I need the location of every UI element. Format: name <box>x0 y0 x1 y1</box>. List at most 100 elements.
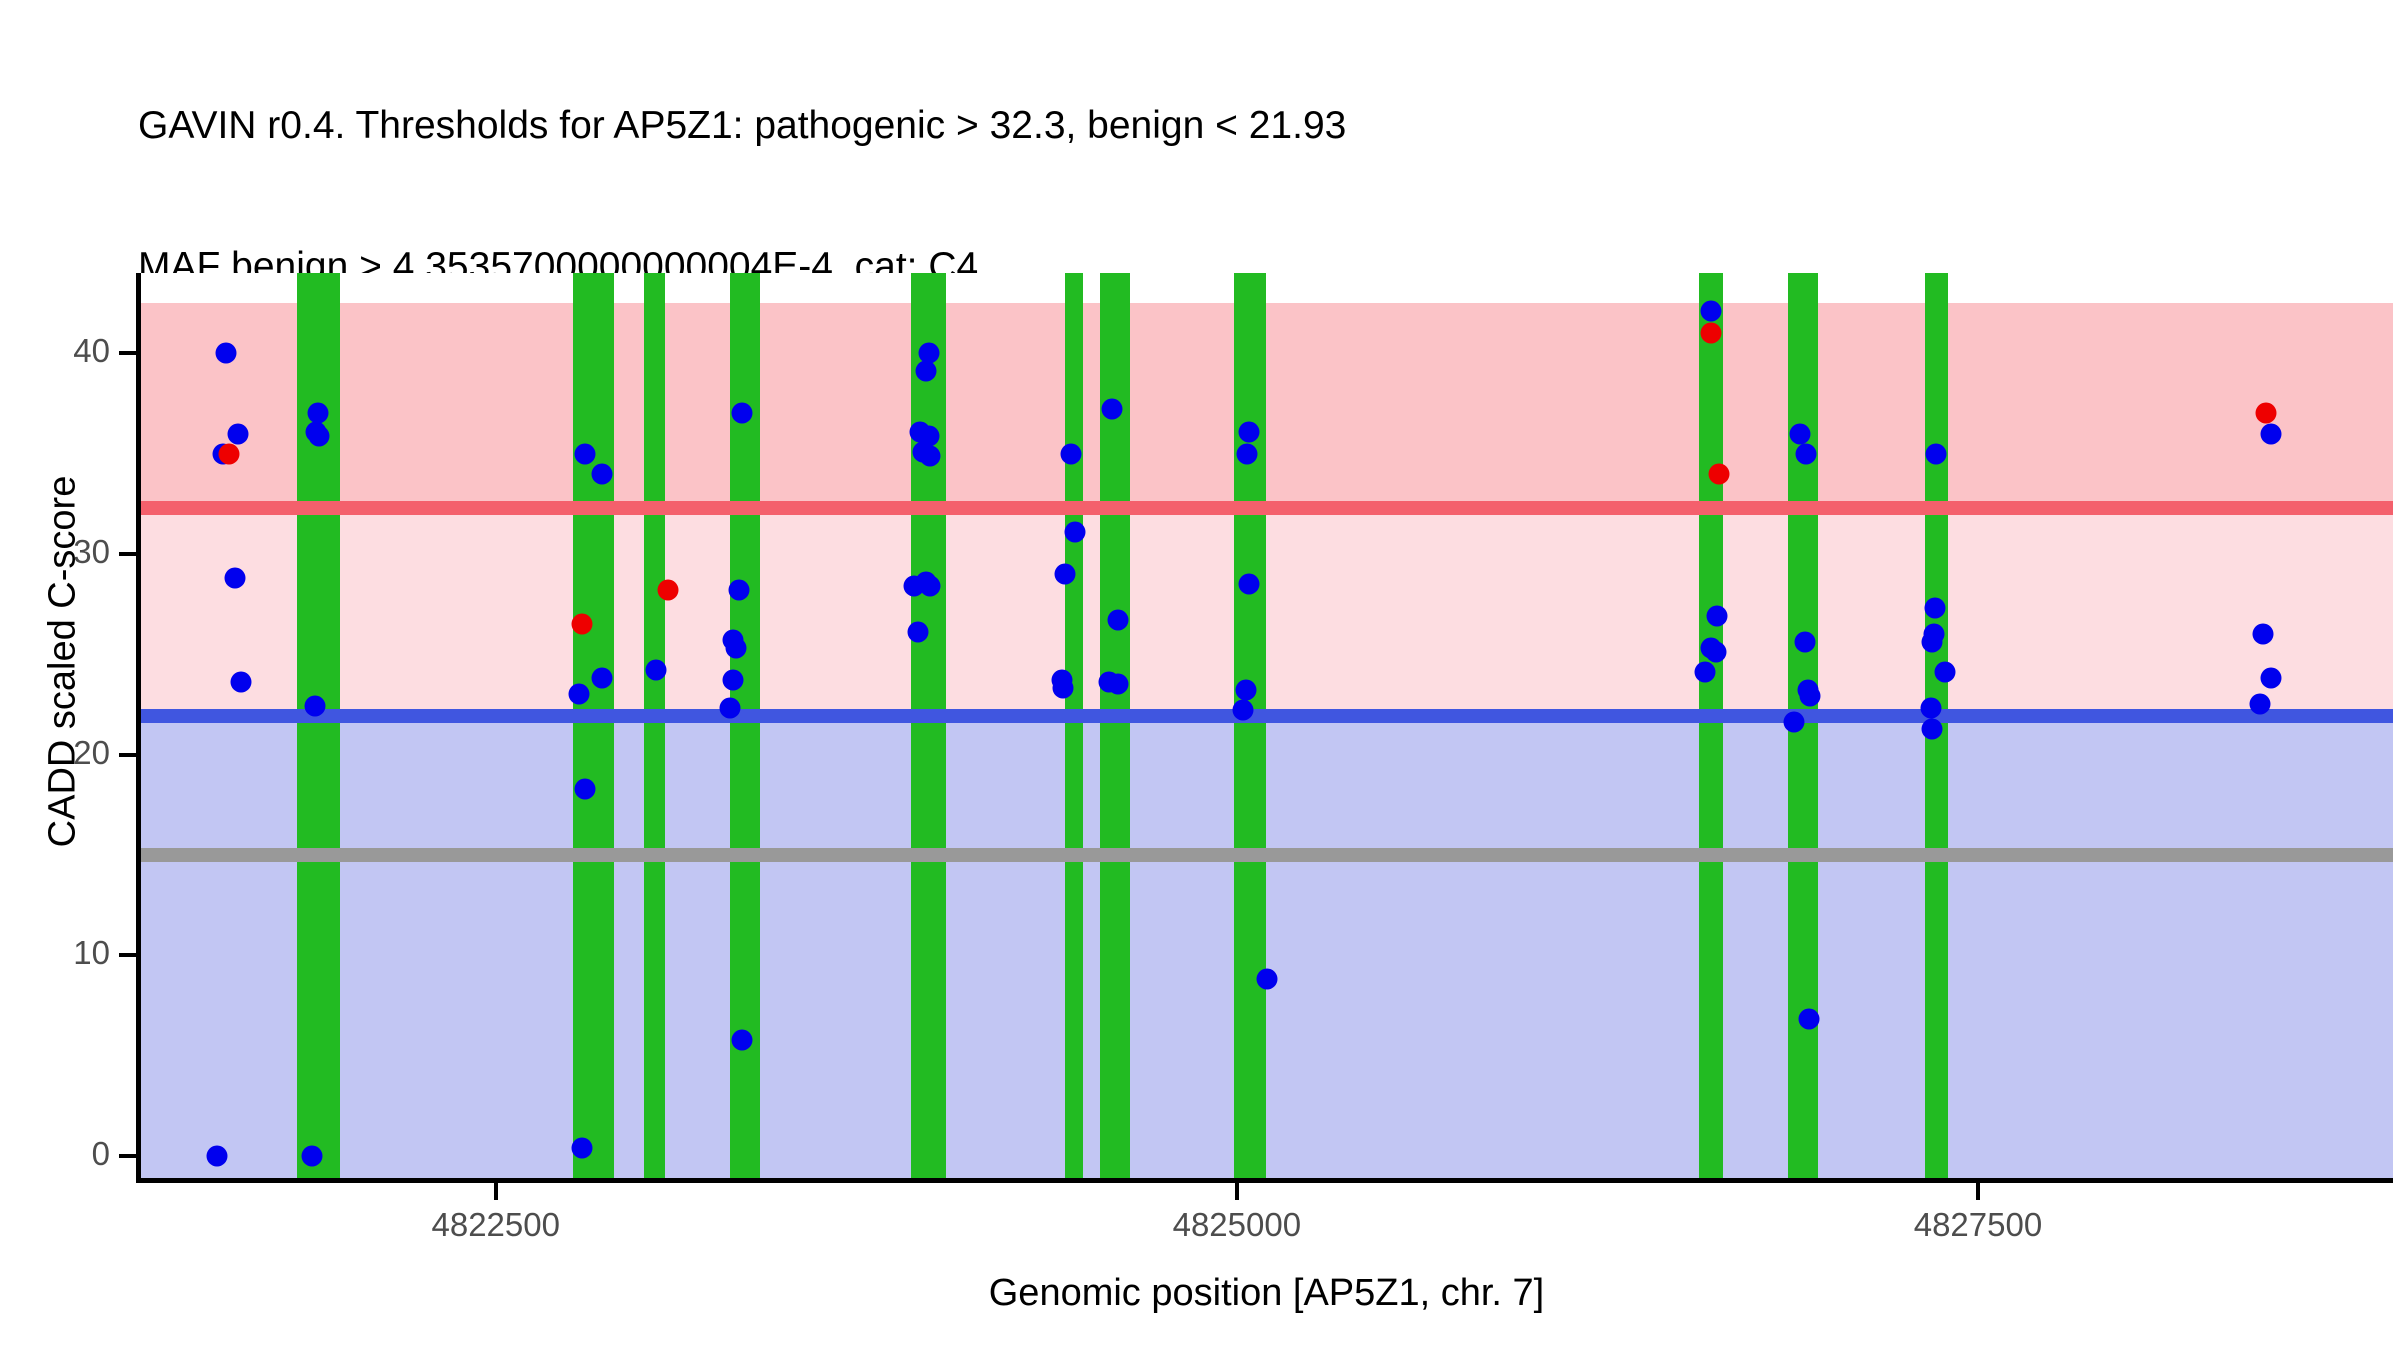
gnomad-variant-point <box>731 402 753 424</box>
x-axis-line <box>136 1178 2393 1183</box>
fallback-threshold-line <box>140 847 2393 862</box>
gnomad-variant-point <box>1921 631 1943 653</box>
gnomad-variant-point <box>645 659 667 681</box>
exon-bar <box>572 273 615 1180</box>
gnomad-variant-point <box>571 1137 593 1159</box>
gnomad-variant-point <box>574 443 596 465</box>
gnomad-variant-point <box>1783 711 1805 733</box>
y-axis-tick <box>119 1153 136 1158</box>
gnomad-variant-point <box>1799 685 1821 707</box>
gnomad-variant-point <box>722 669 744 691</box>
pathogenic-band <box>140 303 2393 508</box>
y-axis-tick <box>119 752 136 757</box>
plot-area <box>140 273 2393 1180</box>
gnomad-variant-point <box>1795 443 1817 465</box>
exon-bar <box>1064 273 1083 1180</box>
gnomad-variant-point <box>1925 443 1947 465</box>
gnomad-variant-point <box>1934 661 1956 683</box>
gnomad-variant-point <box>1054 563 1076 585</box>
title-line-1: GAVIN r0.4. Thresholds for AP5Z1: pathog… <box>138 104 1347 147</box>
gnomad-variant-point <box>2260 667 2282 689</box>
gnomad-variant-point <box>1256 968 1277 990</box>
pathogenic-threshold-line <box>140 500 2393 515</box>
gnomad-variant-point <box>1052 677 1074 699</box>
exon-bar <box>910 273 947 1180</box>
gnomad-variant-point <box>1107 609 1129 631</box>
gnomad-variant-point <box>1700 300 1722 322</box>
y-axis-tick <box>119 351 136 356</box>
gnomad-variant-point <box>307 402 329 424</box>
clinvar-pathogenic-point <box>2255 402 2277 424</box>
clinvar-pathogenic-point <box>1708 463 1730 485</box>
x-axis-tick <box>1975 1183 1980 1200</box>
gnomad-variant-point <box>918 342 940 364</box>
gnomad-variant-point <box>1924 597 1946 619</box>
gnomad-variant-point <box>1798 1008 1820 1030</box>
gnomad-variant-point <box>304 695 326 717</box>
gnomad-variant-point <box>1238 421 1260 443</box>
gnomad-variant-point <box>728 579 750 601</box>
gnomad-variant-point <box>1789 423 1811 445</box>
gnomad-variant-point <box>719 697 741 719</box>
gnomad-variant-point <box>1238 573 1260 595</box>
exon-bar <box>1100 273 1131 1180</box>
gnomad-variant-point <box>1921 718 1943 739</box>
clinvar-pathogenic-point <box>571 613 593 635</box>
y-axis-tick <box>119 953 136 958</box>
gnomad-variant-point <box>2260 423 2282 445</box>
y-axis-line <box>136 273 141 1180</box>
exon-bar <box>643 273 665 1180</box>
benign-threshold-line <box>140 708 2393 723</box>
clinvar-pathogenic-point <box>657 579 679 601</box>
gnomad-variant-point <box>2249 693 2271 715</box>
gnomad-variant-point <box>1064 521 1086 543</box>
x-axis-tick-label: 4827500 <box>1913 1206 2043 1243</box>
y-axis-tick-label: 20 <box>73 733 110 771</box>
gnomad-variant-point <box>725 637 747 659</box>
gnomad-variant-point <box>907 621 929 643</box>
gnomad-variant-point <box>568 683 590 705</box>
gnomad-variant-point <box>1706 605 1728 627</box>
clinvar-pathogenic-point <box>218 443 240 465</box>
clinvar-pathogenic-point <box>1700 322 1722 344</box>
gnomad-variant-point <box>1107 673 1129 695</box>
gnomad-variant-point <box>230 671 252 693</box>
gnomad-variant-point <box>731 1029 753 1051</box>
gnomad-variant-point <box>591 463 613 485</box>
exon-bar <box>729 273 760 1180</box>
gnomad-variant-point <box>1232 699 1254 721</box>
y-axis-tick-label: 40 <box>73 332 110 370</box>
gnomad-variant-point <box>308 425 330 447</box>
gnomad-variant-point <box>591 667 613 689</box>
y-axis-tick-label: 10 <box>73 934 110 972</box>
gnomad-variant-point <box>918 425 940 447</box>
x-axis-tick <box>1234 1183 1239 1200</box>
y-axis-tick-label: 0 <box>91 1134 110 1172</box>
y-axis-tick <box>119 551 136 556</box>
gnomad-variant-point <box>206 1145 228 1167</box>
gnomad-variant-point <box>1101 398 1123 420</box>
benign-band <box>140 715 2393 1180</box>
gnomad-variant-point <box>919 575 941 597</box>
gnomad-variant-point <box>224 567 246 589</box>
gnomad-variant-point <box>574 778 596 800</box>
gnomad-variant-point <box>227 423 249 445</box>
x-axis-title: Genomic position [AP5Z1, chr. 7] <box>988 1272 1545 1314</box>
exon-bar <box>1699 273 1724 1180</box>
gnomad-variant-point <box>1694 661 1716 683</box>
x-axis-tick-label: 4825000 <box>1172 1206 1302 1243</box>
gnomad-variant-point <box>1794 631 1816 653</box>
gnomad-variant-point <box>1920 697 1942 719</box>
y-axis-tick-label: 30 <box>73 532 110 570</box>
gnomad-variant-point <box>2252 623 2274 645</box>
gnomad-variant-point <box>1060 443 1082 465</box>
vous-band <box>140 507 2393 716</box>
gnomad-variant-point <box>1236 443 1258 465</box>
exon-bar <box>1233 273 1267 1180</box>
gnomad-variant-point <box>1235 679 1257 701</box>
gnomad-variant-point <box>915 360 937 382</box>
gnomad-variant-point <box>919 445 941 467</box>
gnomad-variant-point <box>301 1145 323 1167</box>
x-axis-tick-label: 4822500 <box>431 1206 560 1243</box>
